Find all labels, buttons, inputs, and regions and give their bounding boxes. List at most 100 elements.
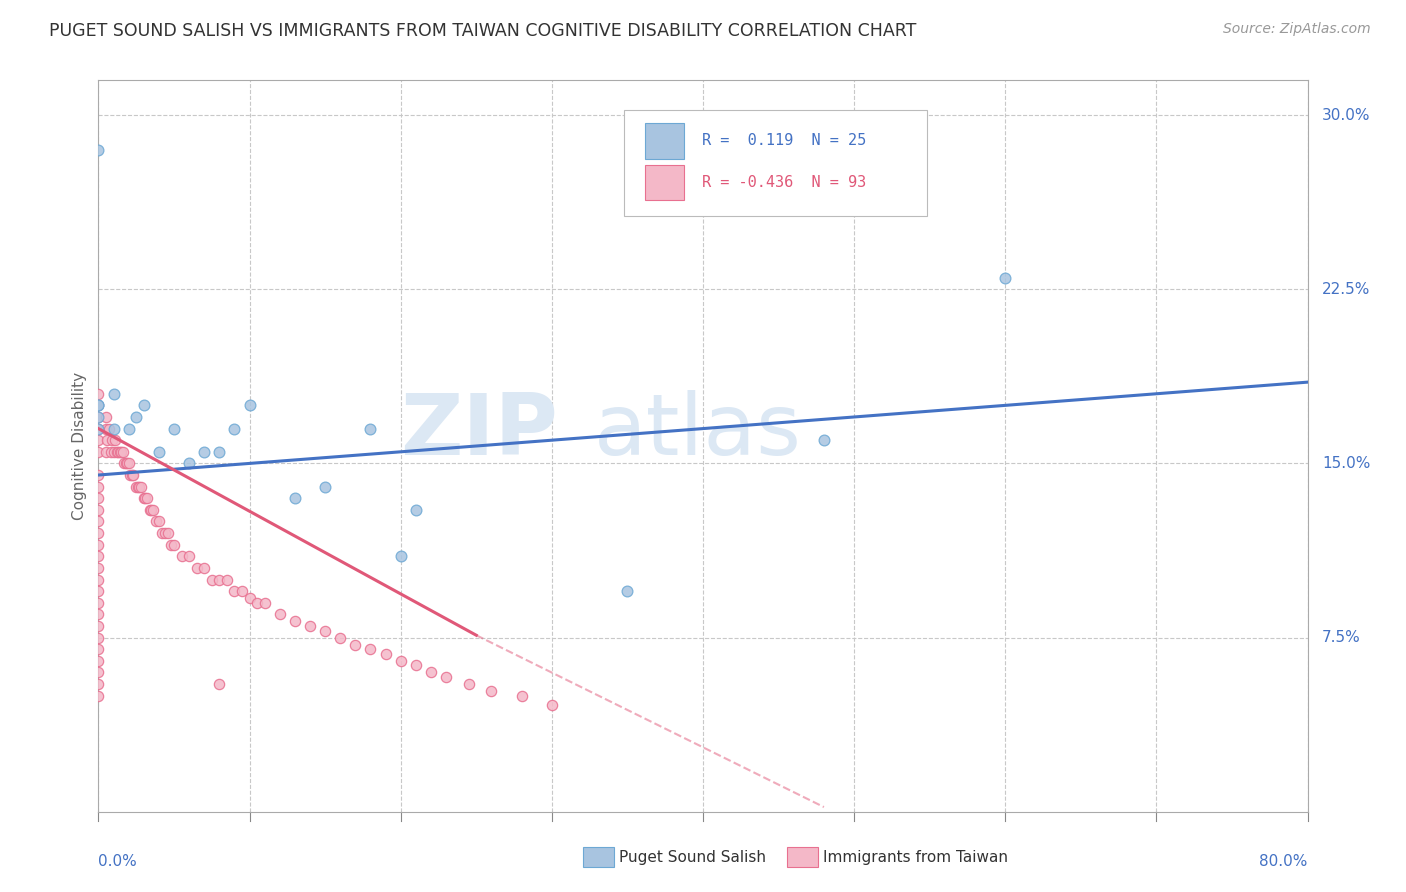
Point — [253, 596, 276, 610]
Point — [329, 631, 352, 645]
Text: 15.0%: 15.0% — [1322, 456, 1371, 471]
Point — [156, 526, 179, 541]
Point — [142, 503, 165, 517]
Point — [115, 457, 138, 471]
Point — [170, 549, 193, 564]
Text: ZIP: ZIP — [401, 390, 558, 473]
Point — [405, 658, 427, 673]
Point — [87, 689, 110, 703]
Point — [186, 561, 208, 575]
Point — [510, 689, 533, 703]
Point — [224, 584, 246, 599]
Point — [405, 503, 427, 517]
Point — [314, 480, 336, 494]
Point — [87, 526, 110, 541]
Text: Puget Sound Salish: Puget Sound Salish — [619, 850, 766, 864]
Point — [239, 398, 262, 412]
Point — [299, 619, 322, 633]
Point — [87, 538, 110, 552]
Point — [100, 445, 122, 459]
Point — [114, 457, 136, 471]
Point — [389, 549, 412, 564]
Point — [122, 468, 145, 483]
Point — [118, 421, 141, 435]
Point — [87, 665, 110, 680]
Point — [269, 607, 291, 622]
Point — [87, 433, 110, 447]
Point — [111, 445, 134, 459]
Point — [94, 421, 117, 435]
Text: Source: ZipAtlas.com: Source: ZipAtlas.com — [1223, 22, 1371, 37]
Point — [616, 584, 638, 599]
Point — [360, 421, 382, 435]
Point — [215, 573, 238, 587]
Point — [87, 549, 110, 564]
Point — [87, 468, 110, 483]
Point — [481, 684, 503, 698]
Text: 7.5%: 7.5% — [1322, 630, 1361, 645]
Point — [208, 573, 231, 587]
Text: atlas: atlas — [595, 390, 803, 473]
Point — [239, 591, 262, 606]
Point — [139, 503, 162, 517]
Point — [132, 491, 155, 506]
Point — [457, 677, 479, 691]
Point — [994, 270, 1017, 285]
Point — [87, 561, 110, 575]
Text: PUGET SOUND SALISH VS IMMIGRANTS FROM TAIWAN COGNITIVE DISABILITY CORRELATION CH: PUGET SOUND SALISH VS IMMIGRANTS FROM TA… — [49, 22, 917, 40]
Point — [94, 409, 117, 424]
Point — [87, 409, 110, 424]
Point — [112, 457, 135, 471]
Text: 22.5%: 22.5% — [1322, 282, 1371, 297]
Text: 0.0%: 0.0% — [98, 854, 138, 869]
Point — [87, 491, 110, 506]
Point — [87, 398, 110, 412]
Point — [103, 421, 125, 435]
Point — [179, 549, 201, 564]
Point — [87, 480, 110, 494]
Y-axis label: Cognitive Disability: Cognitive Disability — [72, 372, 87, 520]
Text: R = -0.436  N = 93: R = -0.436 N = 93 — [702, 175, 866, 190]
Point — [434, 670, 457, 684]
Point — [127, 480, 149, 494]
Point — [118, 457, 141, 471]
Text: 30.0%: 30.0% — [1322, 108, 1371, 122]
Point — [104, 433, 127, 447]
Point — [179, 457, 201, 471]
Point — [87, 421, 110, 435]
Point — [193, 445, 215, 459]
Point — [128, 480, 150, 494]
FancyBboxPatch shape — [645, 165, 683, 200]
Point — [87, 631, 110, 645]
Point — [150, 526, 173, 541]
Point — [153, 526, 176, 541]
Point — [87, 607, 110, 622]
Point — [813, 433, 835, 447]
Point — [135, 491, 157, 506]
Point — [129, 480, 152, 494]
Point — [87, 642, 110, 657]
Point — [87, 143, 110, 157]
Point — [87, 654, 110, 668]
Point — [120, 468, 142, 483]
Point — [87, 409, 110, 424]
Point — [98, 421, 121, 435]
Point — [208, 677, 231, 691]
Point — [110, 445, 132, 459]
Point — [224, 421, 246, 435]
Point — [103, 386, 125, 401]
Point — [101, 433, 124, 447]
Point — [148, 515, 170, 529]
Point — [148, 445, 170, 459]
Point — [87, 398, 110, 412]
Point — [246, 596, 269, 610]
Point — [125, 480, 148, 494]
Point — [87, 573, 110, 587]
Point — [141, 503, 163, 517]
Point — [105, 445, 128, 459]
Point — [87, 596, 110, 610]
Point — [389, 654, 412, 668]
FancyBboxPatch shape — [624, 110, 927, 216]
Point — [231, 584, 253, 599]
Point — [87, 515, 110, 529]
